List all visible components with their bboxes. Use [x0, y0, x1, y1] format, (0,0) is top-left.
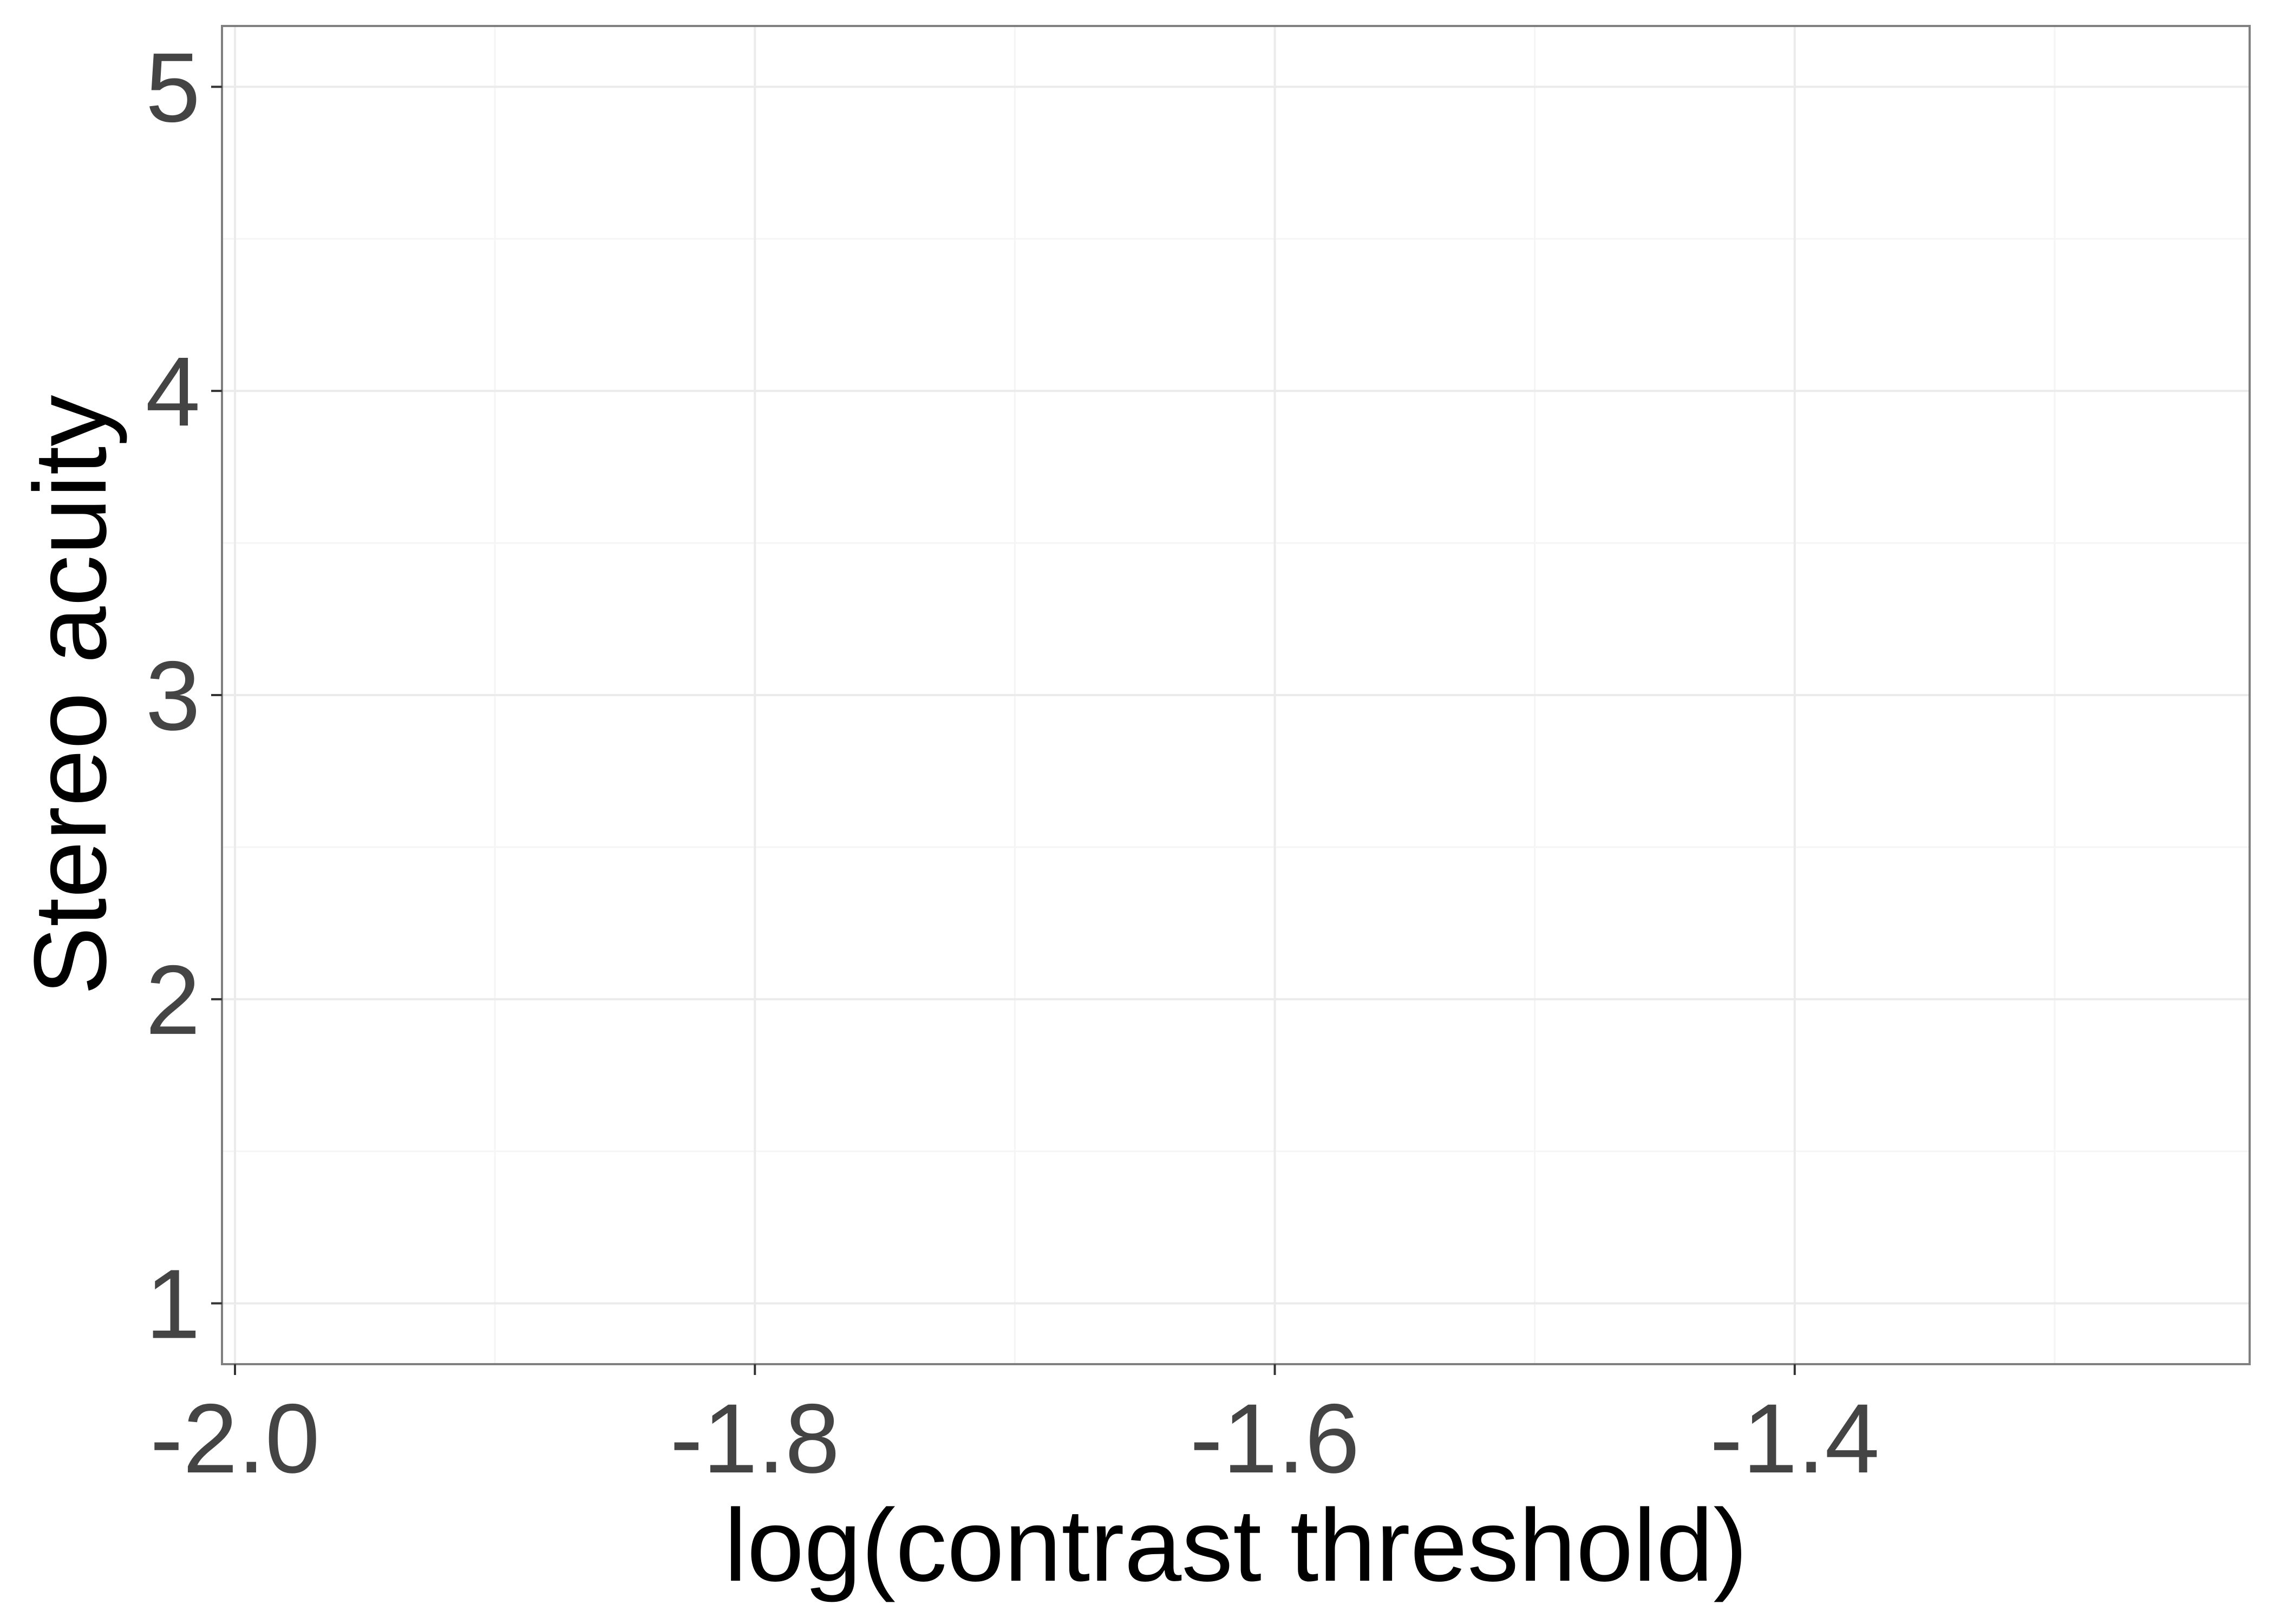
y-tick-label: 3 [146, 640, 200, 751]
x-tick-label: -1.4 [1710, 1383, 1880, 1494]
y-axis: 1 2 3 4 5 [146, 32, 222, 1359]
y-tick-label: 2 [146, 945, 200, 1055]
x-tick-label: -2.0 [150, 1383, 320, 1494]
x-tick-label: -1.8 [670, 1383, 840, 1494]
y-tick-label: 5 [146, 32, 200, 142]
x-axis: -2.0 -1.8 -1.6 -1.4 [150, 1364, 1880, 1494]
x-tick-label: -1.6 [1190, 1383, 1360, 1494]
y-axis-title: Stereo acuity [13, 395, 128, 996]
x-axis-title: log(contrast threshold) [724, 1488, 1747, 1603]
grid-lines [222, 26, 2250, 1364]
y-tick-label: 4 [146, 336, 200, 447]
y-tick-label: 1 [146, 1249, 200, 1359]
